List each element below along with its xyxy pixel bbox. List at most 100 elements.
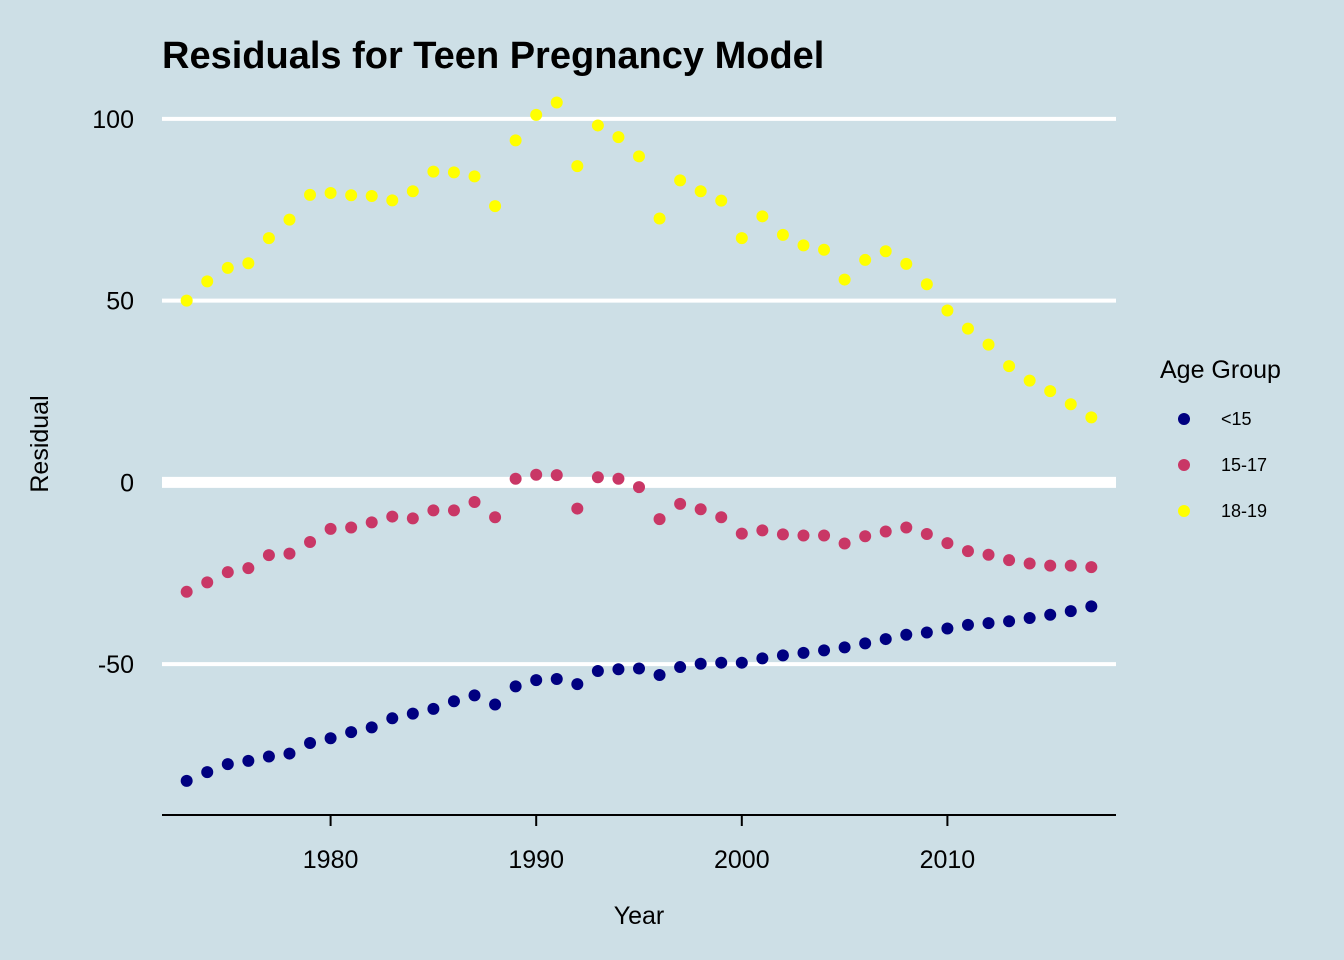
data-point	[591, 471, 604, 484]
data-point	[406, 185, 419, 198]
data-point	[509, 680, 522, 693]
data-point	[920, 528, 933, 541]
data-point	[1064, 398, 1077, 411]
data-point	[612, 472, 625, 485]
data-point	[468, 170, 481, 183]
data-point	[571, 502, 584, 515]
data-point	[961, 322, 974, 335]
legend: Age Group <15 15-17 18-19	[1160, 356, 1281, 521]
y-tick-label: 0	[120, 469, 134, 497]
data-point	[1044, 559, 1057, 572]
data-point	[365, 516, 378, 529]
data-point	[653, 212, 666, 225]
data-point	[838, 273, 851, 286]
data-point	[776, 228, 789, 241]
chart-title: Residuals for Teen Pregnancy Model	[162, 35, 824, 77]
y-tick-label: -50	[98, 651, 134, 679]
data-point	[797, 646, 810, 659]
data-point	[1064, 605, 1077, 618]
data-point	[324, 187, 337, 200]
data-point	[756, 210, 769, 223]
data-point	[489, 200, 502, 213]
data-point	[550, 469, 563, 482]
data-point	[653, 669, 666, 682]
data-point	[427, 165, 440, 178]
data-point	[776, 528, 789, 541]
data-point	[468, 496, 481, 509]
data-point	[879, 525, 892, 538]
data-point	[612, 663, 625, 676]
data-point	[201, 275, 214, 288]
data-point	[447, 166, 460, 179]
data-point	[653, 513, 666, 526]
data-point	[838, 641, 851, 654]
data-point	[345, 189, 358, 202]
x-tick-label: 1980	[303, 846, 359, 874]
data-point	[941, 622, 954, 635]
data-point	[180, 585, 193, 598]
data-point	[1003, 615, 1016, 628]
data-point	[345, 726, 358, 739]
data-point	[283, 213, 296, 226]
data-point	[859, 637, 872, 650]
legend-key-1	[1178, 459, 1190, 471]
data-point	[1044, 385, 1057, 398]
y-axis-label: Residual	[26, 395, 54, 492]
x-axis-ticks: 1980 1990 2000 2010	[303, 815, 975, 874]
data-point	[591, 665, 604, 678]
data-point	[447, 504, 460, 517]
data-point	[961, 618, 974, 631]
data-point	[489, 511, 502, 524]
data-point	[941, 304, 954, 317]
data-point	[735, 232, 748, 245]
data-point	[324, 732, 337, 745]
data-point	[180, 774, 193, 787]
data-point	[633, 150, 645, 163]
data-point	[447, 695, 460, 708]
data-point	[1003, 360, 1016, 373]
data-point	[920, 278, 933, 291]
data-point	[612, 131, 625, 144]
data-point	[242, 754, 255, 767]
data-point	[530, 108, 543, 121]
data-point	[221, 261, 234, 274]
data-point	[242, 562, 255, 575]
data-point	[365, 189, 378, 202]
data-point	[879, 633, 892, 646]
data-point	[1023, 611, 1036, 624]
data-point	[674, 497, 687, 510]
data-point	[530, 674, 543, 687]
data-point	[735, 656, 748, 669]
data-point	[242, 257, 255, 270]
data-point	[1023, 557, 1036, 570]
data-point	[982, 338, 995, 351]
data-point	[1023, 374, 1036, 387]
data-point	[756, 524, 769, 537]
data-point	[262, 232, 275, 245]
data-point	[982, 548, 995, 561]
data-point	[818, 243, 831, 256]
data-point	[283, 547, 296, 560]
data-point	[776, 649, 789, 662]
data-point	[304, 188, 317, 201]
data-point	[468, 689, 481, 702]
data-point	[797, 529, 810, 542]
data-point	[571, 160, 584, 173]
legend-title: Age Group	[1160, 356, 1281, 384]
data-point	[571, 678, 584, 691]
x-tick-label: 2000	[714, 846, 770, 874]
data-point	[818, 529, 831, 542]
legend-label-2: 18-19	[1221, 501, 1267, 521]
data-point	[1085, 561, 1098, 574]
data-point	[509, 134, 522, 147]
data-point	[324, 522, 337, 535]
data-point	[859, 530, 872, 543]
data-point	[221, 758, 234, 771]
data-point	[550, 673, 563, 686]
y-tick-label: 100	[92, 106, 134, 134]
data-point	[262, 549, 275, 562]
data-point	[427, 504, 440, 517]
data-point	[818, 644, 831, 657]
y-axis-ticks: -50 0 50 100	[92, 106, 134, 679]
